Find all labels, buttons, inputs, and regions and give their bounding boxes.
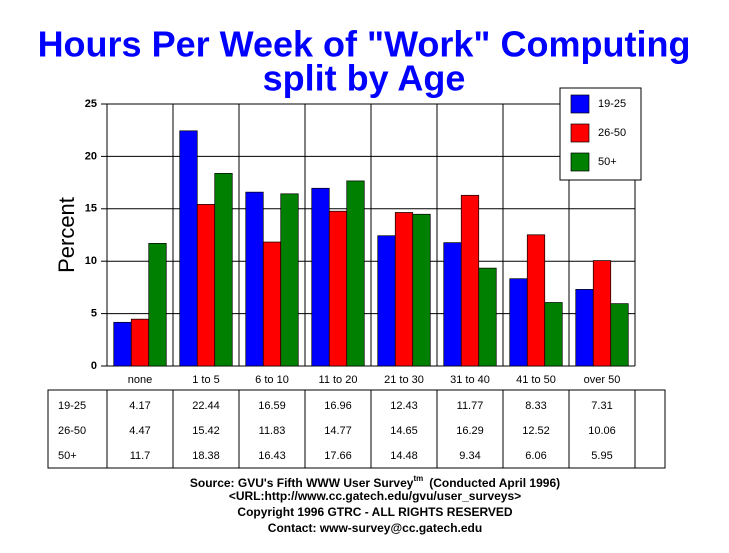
chart-subtitle: split by Age (263, 58, 466, 99)
table-row-label: 19-25 (58, 400, 86, 412)
table-cell: 14.65 (390, 425, 418, 437)
x-tick-label: 21 to 30 (384, 374, 424, 386)
bar (148, 243, 167, 367)
footer-contact: Contact: www-survey@cc.gatech.edu (268, 521, 482, 535)
table-row-label: 50+ (58, 450, 77, 462)
table-cell: 11.83 (259, 425, 286, 437)
y-tick-label: 10 (85, 255, 97, 267)
table-cell: 7.31 (591, 400, 612, 412)
bar (179, 130, 198, 367)
source: Source: GVU's Fifth WWW User Survey (190, 476, 414, 490)
legend-label: 50+ (598, 156, 617, 168)
table-cell: 11.7 (130, 450, 151, 462)
superscript: tm (413, 474, 423, 483)
bar (377, 235, 396, 367)
bar (575, 289, 594, 367)
footer-url: <URL:http://www.cc.gatech.edu/gvu/user_s… (229, 489, 521, 503)
legend-label: 26-50 (598, 127, 626, 139)
legend-swatch (570, 94, 590, 114)
table-cell: 12.52 (522, 425, 550, 437)
table-cell: 18.38 (192, 450, 220, 462)
y-tick-label: 5 (91, 308, 97, 320)
table-cell: 16.43 (258, 450, 286, 462)
bar (346, 180, 365, 367)
bar (262, 241, 282, 367)
table-cell: 8.33 (525, 400, 546, 412)
legend-label: 19-25 (598, 98, 626, 110)
table-cell: 9.34 (459, 450, 480, 462)
y-tick-label: 20 (85, 150, 97, 162)
legend-swatch (570, 123, 590, 143)
table-cell: 14.77 (324, 425, 352, 437)
x-tick-label: 6 to 10 (255, 374, 289, 386)
bar (544, 302, 563, 367)
x-tick-label: none (128, 374, 152, 386)
table-cell: 4.17 (129, 400, 150, 412)
bar (478, 267, 497, 367)
bar (509, 278, 528, 367)
bar (412, 213, 431, 367)
table-row-label: 26-50 (58, 425, 86, 437)
x-tick-label: 41 to 50 (516, 374, 556, 386)
table-cell: 16.59 (258, 400, 286, 412)
bar (610, 303, 629, 367)
conducted: (Conducted April 1996) (429, 476, 560, 490)
bar (214, 173, 233, 367)
table-cell: 17.66 (324, 450, 352, 462)
bar (245, 191, 264, 367)
y-tick-label: 0 (91, 360, 97, 372)
bar (394, 212, 414, 367)
x-tick-label: 31 to 40 (450, 374, 490, 386)
footer-source: Source: GVU's Fifth WWW User Surveytm (Co… (190, 474, 560, 490)
bar (113, 321, 132, 367)
chart-title: Hours Per Week of "Work" Computing (38, 24, 691, 65)
legend-swatch (570, 152, 590, 172)
table-frame (47, 389, 666, 469)
table-cell: 6.06 (525, 450, 546, 462)
table-cell: 5.95 (591, 450, 612, 462)
x-tick-label: 1 to 5 (192, 374, 220, 386)
table-cell: 12.43 (390, 400, 418, 412)
table-cell: 16.96 (324, 400, 352, 412)
y-tick-label: 25 (85, 98, 97, 110)
table-cell: 22.44 (192, 400, 220, 412)
bar (196, 204, 216, 367)
bar (130, 318, 150, 367)
y-tick-label: 15 (85, 203, 97, 215)
table-cell: 14.48 (390, 450, 418, 462)
bar (443, 242, 462, 367)
table-cell: 10.06 (588, 425, 616, 437)
table-cell: 15.42 (192, 425, 220, 437)
table-cell: 11.77 (457, 400, 484, 412)
bar (311, 187, 330, 367)
bar (526, 234, 546, 367)
x-tick-label: over 50 (584, 374, 621, 386)
bar (460, 194, 480, 367)
bar (328, 210, 348, 367)
table-cell: 16.29 (456, 425, 484, 437)
bar (592, 260, 612, 367)
x-tick-label: 11 to 20 (319, 374, 358, 386)
table-cell: 4.47 (129, 425, 150, 437)
footer-copyright: Copyright 1996 GTRC - ALL RIGHTS RESERVE… (237, 505, 512, 519)
bar (280, 193, 299, 367)
y-axis-label: Percent (54, 197, 79, 273)
